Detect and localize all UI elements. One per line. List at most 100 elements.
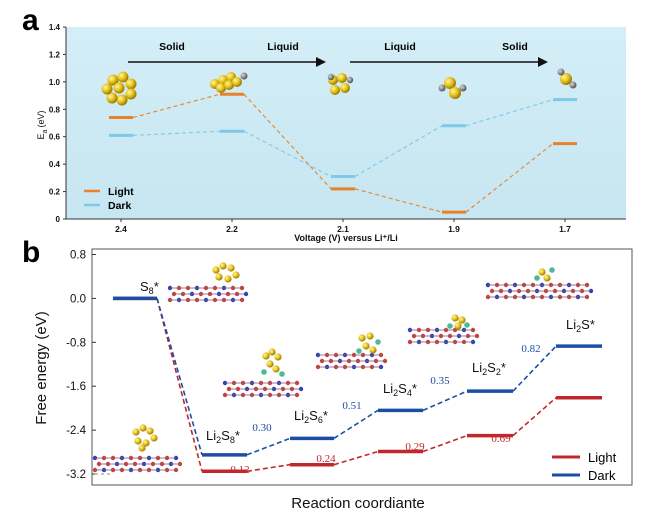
panel-a-x-tick-label: 2.2 xyxy=(226,224,238,234)
substrate-li2s8 xyxy=(222,348,304,398)
adsorbed-lithium-atom xyxy=(464,322,470,328)
species-label-li2s8: Li2S8* xyxy=(206,428,240,445)
dark-step-label: 0.82 xyxy=(521,343,540,355)
species-label-s8: S8* xyxy=(140,279,159,296)
panel-b-light-connector xyxy=(333,450,379,466)
panel-b-dark-connector xyxy=(156,298,203,456)
panel-a-plot-area xyxy=(66,27,626,219)
phase-arrow-2-head xyxy=(538,57,548,67)
panel-a-x-tick-label: 2.4 xyxy=(115,224,127,234)
panel-b-dark-connector xyxy=(422,390,468,412)
adsorbed-sulfur-atom xyxy=(142,439,150,447)
panel-a-x-tick-label: 1.7 xyxy=(559,224,571,234)
phase-label-3: Liquid xyxy=(384,41,416,53)
panel-a-legend: Light Dark xyxy=(84,186,134,212)
panel-b-dark-connector xyxy=(333,409,379,440)
adsorbed-sulfur-atom xyxy=(358,334,366,342)
panel-b-y-axis-label: Free energy (eV) xyxy=(33,311,50,424)
adsorbed-lithium-atom xyxy=(356,348,362,354)
legend-dark-label: Dark xyxy=(108,200,132,212)
adsorbed-sulfur-atom xyxy=(268,348,276,356)
light-step-label: 0.29 xyxy=(405,441,425,453)
light-step-label: 0.24 xyxy=(316,453,336,465)
panel-b-light-connector xyxy=(422,434,468,453)
panel-b-y-tick-label: 0.0 xyxy=(70,293,86,305)
adsorbed-sulfur-atom xyxy=(150,434,158,442)
panel-b-light-connector xyxy=(512,397,557,437)
adsorbed-sulfur-atom xyxy=(451,314,459,322)
adsorbed-lithium-atom xyxy=(447,323,453,329)
panel-a-label: a xyxy=(22,4,39,37)
phase-label-2: Liquid xyxy=(267,41,299,53)
panel-a-y-axis-label: Ea(eV) xyxy=(36,111,49,140)
species-label-li2s6: Li2S6* xyxy=(294,408,328,425)
phase-arrow-1-head xyxy=(316,57,326,67)
adsorbed-sulfur-atom xyxy=(266,360,274,368)
panel-a-y-tick-label: 0.8 xyxy=(49,105,61,114)
adsorbed-sulfur-atom xyxy=(262,352,270,360)
panel-a-y-tick-label: 0.4 xyxy=(49,160,61,169)
adsorbed-sulfur-atom xyxy=(272,365,280,373)
adsorbed-sulfur-atom xyxy=(458,316,466,324)
panel-a-light-connector xyxy=(132,93,221,119)
panel-b-y-tick-label: -0.8 xyxy=(66,337,86,349)
panel-a-dark-connector xyxy=(132,130,221,136)
panel-a-y-tick-label: 0.6 xyxy=(49,133,61,142)
panel-a-y-tick-label: 1.2 xyxy=(49,50,61,59)
species-label-li2s2: Li2S2* xyxy=(472,360,506,377)
legend-light-label: Light xyxy=(588,450,617,465)
panel-a-x-tick-label: 1.9 xyxy=(448,224,460,234)
panel-a-light-connector xyxy=(243,93,332,190)
panel-a-y-tick-label: 1.4 xyxy=(49,23,61,32)
adsorbed-lithium-atom xyxy=(279,371,285,377)
substrate-li2s6 xyxy=(315,332,388,370)
substrate-li2s4 xyxy=(407,314,480,345)
panel-b-dark-connector xyxy=(246,437,291,456)
panel-b-plot-frame xyxy=(91,248,633,486)
panel-a-dark-connector xyxy=(465,99,554,127)
panel-b-y-tick-label: -2.4 xyxy=(66,425,86,437)
panel-a-x-tick-label: 2.1 xyxy=(337,224,349,234)
light-step-label: 0.12 xyxy=(230,464,249,476)
adsorbed-lithium-atom xyxy=(375,339,381,345)
adsorbed-sulfur-atom xyxy=(224,275,232,283)
adsorbed-lithium-atom xyxy=(549,267,555,273)
panel-a-light-connector xyxy=(465,143,554,213)
adsorbed-sulfur-atom xyxy=(219,262,227,270)
panel-a-light-connector xyxy=(354,188,443,213)
dark-step-label: 0.30 xyxy=(252,422,272,434)
adsorbed-sulfur-atom xyxy=(227,264,235,272)
adsorbed-sulfur-atom xyxy=(215,273,223,281)
panel-b-x-axis-label: Reaction coordiante xyxy=(291,495,424,512)
adsorbed-lithium-atom xyxy=(534,275,540,281)
phase-label-4: Solid xyxy=(502,41,528,53)
adsorbed-sulfur-atom xyxy=(366,332,374,340)
panel-b-y-tick-label: -3.2 xyxy=(66,469,86,481)
panel-b-legend: Light Dark xyxy=(552,450,617,483)
adsorbed-sulfur-atom xyxy=(274,353,282,361)
adsorbed-sulfur-atom xyxy=(454,322,462,330)
panel-a-dark-connector xyxy=(243,130,332,177)
substrate-s8-start xyxy=(92,424,183,473)
adsorbed-sulfur-atom xyxy=(362,342,370,350)
panel-a-dark-connector xyxy=(354,125,443,177)
panel-a-y-tick-label: 0 xyxy=(56,215,61,224)
legend-light-label: Light xyxy=(108,186,134,198)
s4-cluster-icon xyxy=(327,73,354,95)
species-label-li2s4: Li2S4* xyxy=(383,381,417,398)
adsorbed-sulfur-atom xyxy=(212,266,220,274)
phase-label-1: Solid xyxy=(159,41,185,53)
adsorbed-sulfur-atom xyxy=(543,274,551,282)
s8-cluster-icon xyxy=(101,71,137,106)
s1-cluster-icon xyxy=(557,68,577,89)
legend-dark-label: Dark xyxy=(588,468,616,483)
adsorbed-sulfur-atom xyxy=(138,444,146,452)
adsorbed-sulfur-atom xyxy=(139,424,147,432)
s2-cluster-icon xyxy=(438,77,467,99)
panel-b-dark-connector xyxy=(512,345,557,392)
light-step-label: 0.69 xyxy=(491,433,511,445)
adsorbed-sulfur-atom xyxy=(232,271,240,279)
panel-b-light-connector xyxy=(156,298,203,472)
dark-step-label: 0.51 xyxy=(342,400,361,412)
